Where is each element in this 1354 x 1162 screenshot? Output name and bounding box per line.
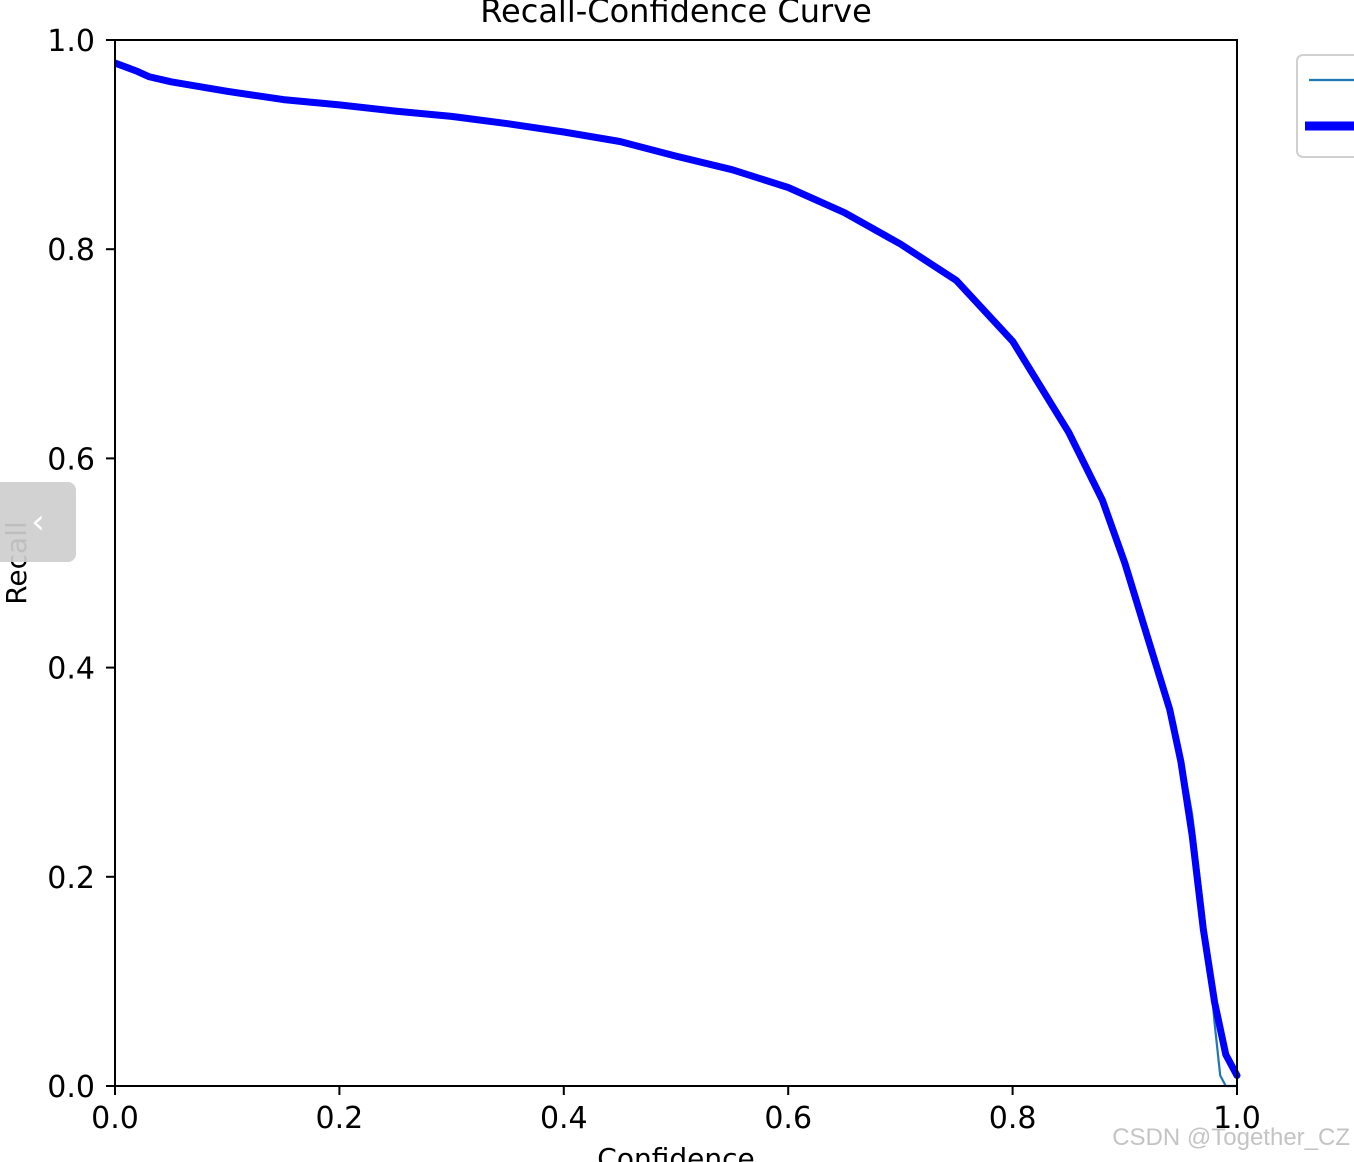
y-tick-label: 0.8 (47, 233, 95, 268)
previous-nav-button[interactable]: ‹ (0, 482, 76, 562)
legend-box (1296, 54, 1354, 158)
chevron-left-icon: ‹ (31, 502, 45, 542)
x-tick-label: 0.6 (764, 1101, 812, 1136)
series-group (115, 59, 1241, 1088)
y-tick-label: 0.2 (47, 861, 95, 896)
axes: 0.0 0.2 0.4 0.6 0.8 1.0 0.0 0.2 0.4 0.6 0.8 1.0 (47, 24, 1261, 1136)
y-tick-label: 0.4 (47, 652, 95, 687)
watermark: CSDN @Together_CZ (1112, 1124, 1350, 1151)
x-tick-label: 1.0 (1213, 1101, 1261, 1136)
x-tick-label: 0.4 (540, 1101, 588, 1136)
y-tick-label: 1.0 (47, 24, 95, 59)
y-tick-label: 0.0 (47, 1070, 95, 1105)
x-tick-label: 0.8 (989, 1101, 1037, 1136)
series-line-2 (115, 59, 1241, 1079)
x-axis-label: Confidence (597, 1142, 754, 1162)
plot-frame (114, 39, 1238, 1087)
x-tick-label: 0.2 (316, 1101, 364, 1136)
y-tick-label: 0.6 (47, 442, 95, 477)
plot-area (115, 59, 1241, 1088)
series-line-1 (115, 61, 1239, 1088)
legend (1296, 54, 1354, 158)
chart-title: Recall-Confidence Curve (480, 0, 872, 30)
x-tick-label: 0.0 (91, 1101, 139, 1136)
